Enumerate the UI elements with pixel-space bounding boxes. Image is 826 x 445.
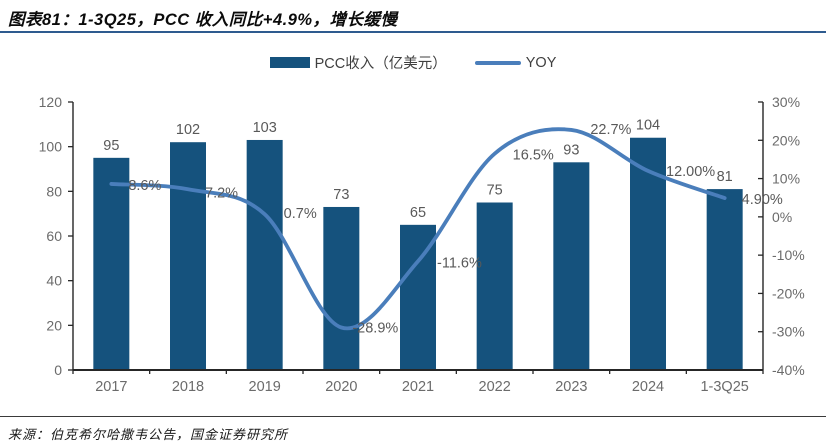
right-axis-tick-label: -10% [772, 247, 805, 263]
bar-value-label: 104 [636, 118, 660, 134]
bar-value-label: 73 [333, 187, 349, 203]
right-axis-tick-label: 20% [772, 132, 800, 148]
source-divider: 来源：伯克希尔哈撒韦公告，国金证券研究所 [0, 416, 826, 443]
left-axis-tick-label: 20 [46, 317, 62, 333]
bar-2017 [93, 157, 130, 370]
bar-value-label: 102 [176, 122, 200, 138]
bar-2022 [476, 202, 513, 370]
title-divider [0, 31, 826, 33]
bar-1-3Q25 [706, 189, 743, 370]
chart-legend: PCC收入（亿美元） YOY [0, 52, 826, 73]
bar-2019 [246, 139, 283, 370]
x-axis-label: 2023 [555, 379, 587, 395]
bar-2023 [553, 162, 590, 370]
bar-value-label: 65 [410, 205, 426, 221]
yoy-value-label: 0.7% [284, 206, 317, 222]
legend-item-yoy: YOY [474, 54, 557, 71]
bar-series-swatch-icon [269, 57, 310, 68]
x-axis-label: 2017 [95, 379, 127, 395]
line-series-label: YOY [525, 54, 557, 71]
bar-2020 [323, 206, 360, 370]
source-note: 来源：伯克希尔哈撒韦公告，国金证券研究所 [8, 428, 289, 443]
bar-value-label: 81 [717, 169, 733, 185]
left-axis-tick-label: 120 [39, 94, 63, 110]
right-axis-tick-label: 0% [772, 209, 792, 225]
x-axis-label: 2022 [479, 379, 511, 395]
x-axis-label: 2020 [325, 379, 357, 395]
left-axis-tick-label: 60 [46, 228, 62, 244]
chart-canvas: 0 20 40 60 80 100 120 -40% -30% -20% -10% 0% 10% 20% 3… [39, 94, 805, 395]
bar-2018 [170, 142, 206, 370]
right-axis-tick-label: -30% [772, 324, 805, 340]
left-axis-tick-label: 80 [46, 183, 62, 199]
x-axis-label: 2021 [402, 379, 434, 395]
yoy-value-label: 7.2% [205, 185, 238, 201]
left-axis-tick-label: 100 [39, 139, 63, 155]
yoy-value-label: -11.6% [437, 255, 482, 271]
right-axis-tick-label: 30% [772, 94, 800, 110]
x-axis-label: 1-3Q25 [700, 379, 748, 395]
yoy-value-label: 4.90% [742, 192, 783, 208]
right-axis-tick-label: 10% [772, 171, 800, 187]
yoy-value-label: 12.00% [666, 164, 715, 180]
left-axis-tick-label: 0 [54, 362, 62, 378]
yoy-value-label: 22.7% [590, 122, 631, 138]
yoy-value-label: -28.9% [352, 321, 398, 337]
right-axis-tick-label: -40% [772, 362, 805, 378]
bar-2021 [400, 224, 436, 370]
legend-item-pcc-revenue: PCC收入（亿美元） [269, 52, 447, 73]
bar-value-label: 75 [487, 183, 503, 199]
line-series-swatch-icon [474, 60, 521, 65]
yoy-value-label: 16.5% [513, 148, 554, 164]
left-axis-tick-label: 40 [46, 273, 62, 289]
bar-value-label: 103 [253, 120, 277, 136]
x-axis-label: 2018 [172, 379, 204, 395]
bar-value-label: 95 [103, 138, 119, 154]
x-axis-label: 2024 [632, 379, 664, 395]
bar-value-label: 93 [563, 142, 579, 158]
yoy-value-label: 8.6% [128, 178, 161, 194]
right-axis-tick-label: -20% [772, 285, 805, 301]
yoy-line [109, 127, 727, 331]
chart-title: 图表81：1-3Q25，PCC 收入同比+4.9%，增长缓慢 [8, 11, 398, 29]
x-axis-label: 2019 [249, 379, 281, 395]
bar-series-label: PCC收入（亿美元） [314, 56, 447, 72]
